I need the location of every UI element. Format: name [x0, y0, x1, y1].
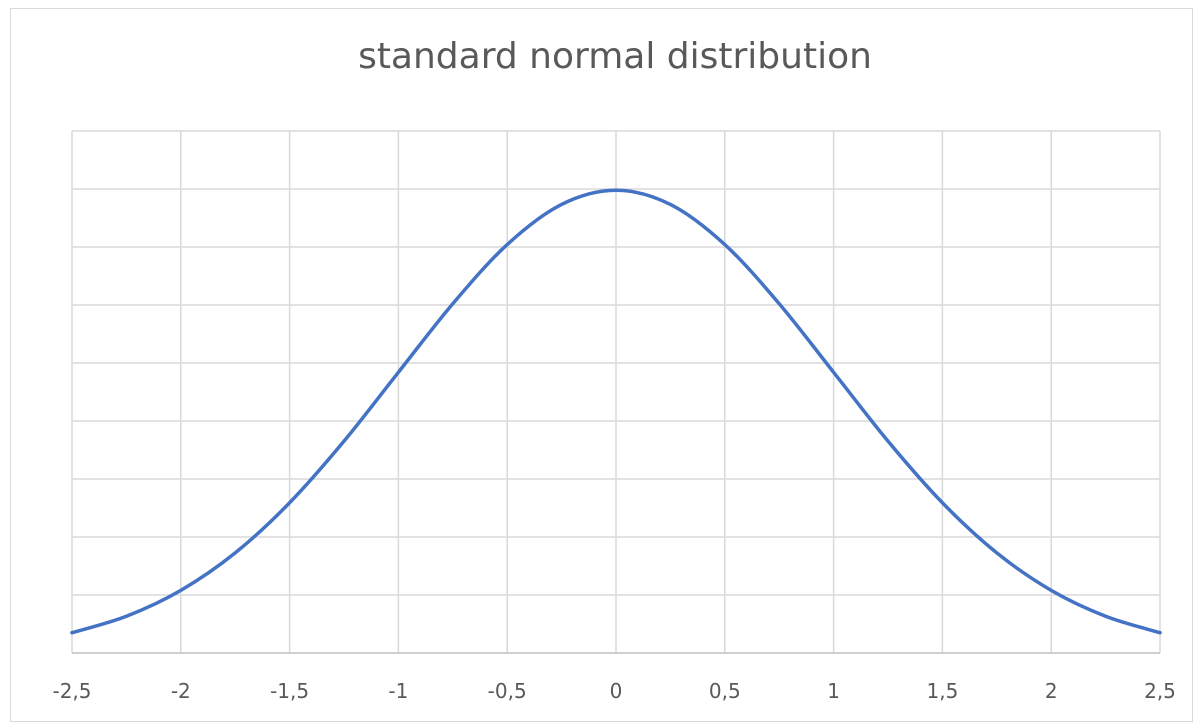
x-tick-label: 2	[1045, 679, 1058, 703]
x-tick-label: -2,5	[52, 679, 91, 703]
x-tick-label: 2,5	[1144, 679, 1176, 703]
x-tick-label: -2	[171, 679, 191, 703]
x-tick-label: -1,5	[270, 679, 309, 703]
chart-frame	[10, 8, 1193, 722]
x-tick-labels: -2,5 -2 -1,5 -1 -0,5 0 0,5 1 1,5 2 2,5	[52, 679, 1175, 703]
chart-title: standard normal distribution	[358, 36, 872, 77]
x-tick-label: -0,5	[488, 679, 527, 703]
x-tick-label: -1	[388, 679, 408, 703]
vertical-gridlines	[71, 131, 1161, 653]
series-line	[70, 188, 1162, 635]
x-tick-label: 1	[827, 679, 840, 703]
x-tick-label: 0	[610, 679, 623, 703]
x-tick-label: 1,5	[926, 679, 958, 703]
x-tick-label: 0,5	[709, 679, 741, 703]
